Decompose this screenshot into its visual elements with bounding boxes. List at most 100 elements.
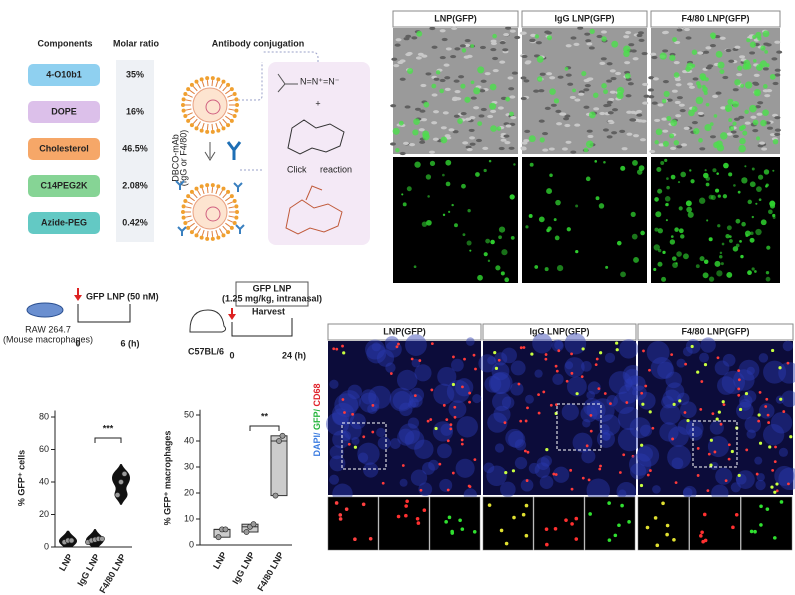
gfp-cell — [451, 382, 456, 387]
gfp-cell — [603, 160, 606, 164]
zoom-cell — [588, 512, 592, 516]
gfp-cell — [536, 55, 544, 63]
mouse-icon — [189, 309, 227, 333]
lipid-head — [234, 108, 239, 113]
cell — [508, 87, 515, 91]
cd68-cell — [461, 385, 464, 389]
cell — [404, 105, 411, 109]
zoom-cell — [665, 532, 669, 537]
gfp-cell — [636, 169, 643, 175]
timeline — [231, 318, 293, 337]
y-tick-label: 20 — [39, 509, 49, 519]
cell — [776, 50, 783, 54]
lipid-head — [221, 233, 226, 238]
gfp-cell — [770, 485, 774, 489]
gfp-cell — [454, 223, 458, 228]
cell — [405, 52, 412, 57]
nucleus-cluster — [604, 352, 616, 364]
gfp-cell — [427, 195, 430, 198]
lipid-head — [199, 128, 204, 133]
zoom-cell — [574, 516, 579, 521]
dose: (1.25 mg/kg, intranasal) — [222, 293, 322, 303]
gfp-cell — [632, 160, 638, 166]
gfp-cell — [760, 219, 767, 226]
gfp-cell — [395, 147, 400, 153]
nucleus-cluster — [778, 362, 795, 384]
zoom-cell — [368, 536, 373, 541]
gfp-cell — [599, 351, 603, 355]
cell — [432, 137, 439, 141]
gfp-cell — [392, 127, 400, 135]
header-box — [637, 323, 794, 341]
lipid-tail — [211, 230, 214, 237]
nucleus-cluster — [618, 489, 627, 498]
gfp-cell — [467, 208, 471, 213]
nucleus-cluster — [329, 455, 346, 472]
gfp-cell — [425, 174, 432, 180]
zoom-cell — [655, 543, 660, 548]
nucleus-cluster — [652, 485, 661, 494]
gfp-cell — [589, 28, 595, 35]
cell — [465, 145, 472, 149]
cell — [511, 71, 518, 75]
y-axis-label: % GFP⁺ cells — [16, 450, 26, 506]
cell — [583, 105, 590, 109]
cell — [749, 51, 756, 55]
cell — [675, 83, 682, 87]
cd68-cell — [722, 403, 726, 407]
gfp-cell — [685, 200, 692, 207]
gfp-cell — [744, 165, 747, 168]
lipid-head — [186, 87, 191, 92]
lipid-tail — [201, 122, 205, 129]
cd68-cell — [523, 449, 527, 453]
cell — [458, 75, 465, 79]
gfp-cell — [440, 136, 448, 144]
cell — [625, 94, 632, 98]
gfp-cell — [537, 76, 543, 82]
lipid-head — [181, 204, 186, 209]
gfp-cell — [703, 91, 708, 96]
gfp-cell — [633, 257, 639, 263]
lnp-core — [192, 194, 228, 230]
gfp-cell — [732, 121, 737, 126]
cd68-cell — [554, 364, 558, 368]
gfp-cell — [728, 125, 735, 132]
nucleus-cluster — [540, 455, 552, 467]
dbco-structure — [287, 119, 345, 155]
gfp-cell — [670, 119, 678, 127]
nucleus-cluster — [564, 357, 585, 378]
lipid-head — [189, 230, 194, 235]
gfp-cell — [616, 91, 624, 100]
gfp-cell — [715, 50, 723, 58]
gfp-cell — [494, 366, 499, 370]
cell — [670, 146, 677, 150]
gfp-cell — [698, 138, 703, 143]
cell — [703, 50, 710, 54]
cell — [683, 126, 690, 130]
gfp-cell — [678, 228, 684, 234]
gfp-cell — [593, 92, 599, 98]
gfp-cell — [601, 83, 607, 89]
nucleus-cluster — [377, 436, 391, 450]
cell — [391, 57, 398, 61]
gfp-cell — [728, 172, 733, 177]
cd68-cell — [755, 472, 759, 476]
y-tick-label: 40 — [39, 476, 49, 486]
nucleus-cluster — [361, 389, 377, 405]
zoom-cell — [361, 502, 366, 507]
gfp-cell — [762, 30, 770, 38]
nucleus-cluster — [781, 390, 795, 408]
gfp-cell — [779, 397, 783, 401]
gfp-cell — [698, 197, 706, 204]
cd68-cell — [580, 375, 584, 378]
cell — [599, 61, 606, 65]
gfp-cell — [504, 470, 508, 475]
cell — [621, 147, 628, 151]
cell — [564, 114, 571, 118]
gfp-cell — [676, 251, 682, 257]
gfp-cell — [528, 135, 536, 143]
cell — [766, 88, 773, 93]
treatment: GFP LNP — [253, 283, 292, 293]
gfp-cell — [755, 202, 758, 205]
cell — [533, 89, 540, 93]
